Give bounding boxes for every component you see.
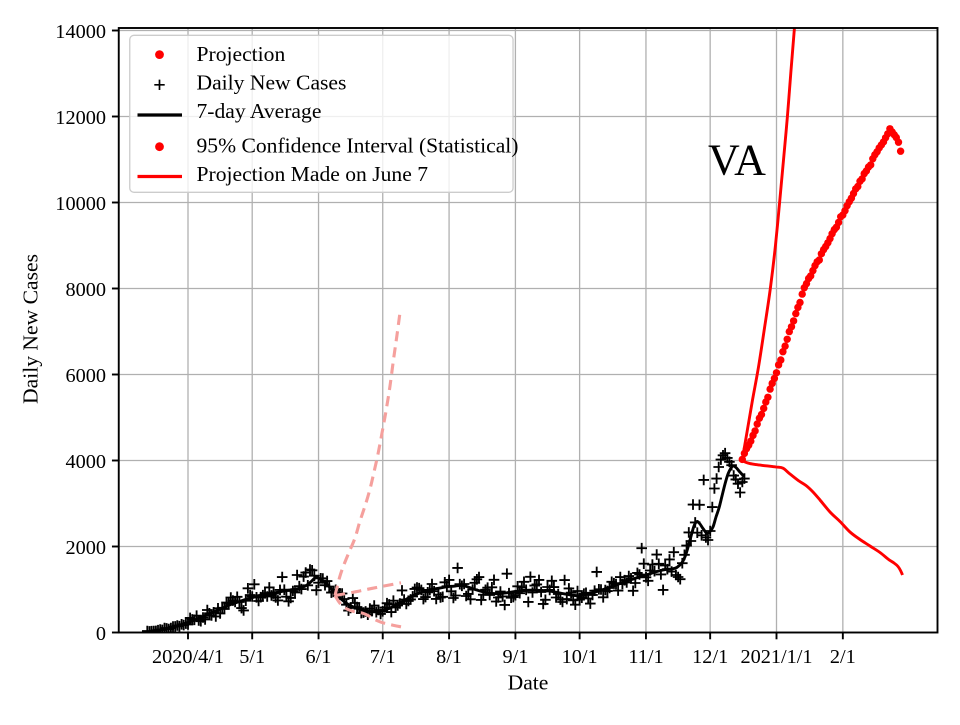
svg-text:12000: 12000 xyxy=(55,107,106,129)
svg-text:Daily New Cases: Daily New Cases xyxy=(18,254,42,404)
svg-text:6/1: 6/1 xyxy=(306,646,332,668)
svg-text:4000: 4000 xyxy=(65,451,106,473)
svg-text:9/1: 9/1 xyxy=(502,646,528,668)
svg-text:0: 0 xyxy=(96,623,106,645)
svg-text:8000: 8000 xyxy=(65,279,106,301)
svg-text:12/1: 12/1 xyxy=(692,646,728,668)
svg-text:2000: 2000 xyxy=(65,537,106,559)
svg-text:VA: VA xyxy=(708,136,766,185)
svg-text:14000: 14000 xyxy=(55,21,106,43)
svg-text:11/1: 11/1 xyxy=(628,646,663,668)
svg-text:10000: 10000 xyxy=(55,193,106,215)
svg-text:7-day Average: 7-day Average xyxy=(197,99,322,123)
svg-text:8/1: 8/1 xyxy=(436,646,462,668)
svg-text:Projection Made on June 7: Projection Made on June 7 xyxy=(197,162,429,186)
svg-text:6000: 6000 xyxy=(65,365,106,387)
svg-text:2020/4/1: 2020/4/1 xyxy=(152,646,224,668)
svg-text:2021/1/1: 2021/1/1 xyxy=(740,646,812,668)
svg-text:Projection: Projection xyxy=(197,42,286,66)
svg-text:7/1: 7/1 xyxy=(370,646,396,668)
svg-text:5/1: 5/1 xyxy=(239,646,265,668)
svg-text:Daily New Cases: Daily New Cases xyxy=(197,71,347,95)
svg-text:10/1: 10/1 xyxy=(562,646,598,668)
svg-text:95% Confidence Interval (Stati: 95% Confidence Interval (Statistical) xyxy=(197,133,519,157)
svg-text:2/1: 2/1 xyxy=(830,646,856,668)
svg-text:Date: Date xyxy=(508,671,549,695)
